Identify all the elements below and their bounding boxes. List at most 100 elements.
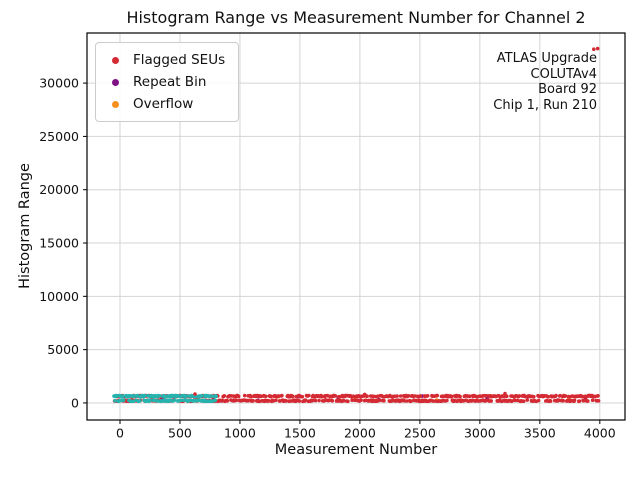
data-point	[263, 394, 268, 399]
data-point	[131, 399, 135, 404]
data-point	[395, 394, 399, 398]
x-tick-label: 4000	[584, 426, 616, 441]
data-point	[561, 398, 565, 403]
tick-marks-and-labels: 0 500 1000 1500 2000 2500 3000 3500 4000 0 5000 100…	[39, 76, 616, 441]
chart-title: Histogram Range vs Measurement Number fo…	[126, 8, 586, 27]
data-point	[173, 398, 177, 402]
data-point	[596, 394, 600, 398]
y-tick-label: 25000	[39, 129, 79, 144]
data-point	[234, 398, 239, 403]
data-point	[157, 394, 162, 398]
legend-item-flagged-seus: Flagged SEUs	[106, 49, 230, 71]
data-point	[359, 398, 363, 403]
annotation-line-3: Board 92	[538, 82, 597, 98]
data-point	[121, 398, 126, 402]
data-point	[554, 393, 558, 398]
data-point	[404, 399, 409, 403]
y-tick-label: 30000	[39, 76, 79, 91]
x-tick-label: 2000	[344, 426, 376, 441]
data-point	[184, 394, 189, 398]
data-point	[297, 399, 302, 403]
data-point	[398, 394, 403, 398]
data-point	[521, 399, 526, 404]
y-tick-label: 10000	[39, 289, 79, 304]
x-tick-label: 3500	[524, 426, 556, 441]
data-point	[317, 398, 321, 403]
data-point	[208, 394, 213, 398]
legend-item-repeat-bin: Repeat Bin	[106, 71, 230, 93]
data-point	[377, 398, 382, 403]
data-point	[449, 394, 454, 399]
data-point	[242, 393, 247, 398]
data-point	[532, 394, 536, 399]
data-point	[180, 398, 185, 403]
overflow-marker-icon	[112, 100, 119, 108]
plot-border	[86, 32, 626, 421]
data-point	[548, 399, 553, 403]
data-point	[577, 399, 582, 403]
data-point	[269, 394, 273, 399]
data-point	[307, 393, 311, 398]
data-point	[362, 392, 367, 397]
data-point	[409, 399, 413, 404]
data-point	[590, 398, 595, 403]
data-point	[525, 398, 529, 402]
data-point	[458, 394, 462, 399]
data-point	[284, 399, 288, 403]
data-point	[418, 394, 423, 398]
data-point	[596, 399, 601, 403]
y-tick-label: 0	[71, 395, 79, 410]
series-4	[193, 46, 600, 399]
x-tick-label: 1500	[284, 426, 316, 441]
data-point	[467, 394, 472, 399]
y-tick-label: 15000	[39, 236, 79, 251]
annotation-block: ATLAS Upgrade COLUTAv4 Board 92 Chip 1, …	[493, 51, 597, 114]
y-axis-label: Histogram Range	[17, 163, 33, 289]
data-point	[303, 398, 308, 402]
data-point	[572, 398, 577, 403]
data-point	[592, 47, 596, 51]
data-point	[341, 398, 346, 403]
legend-label-overflow: Overflow	[133, 96, 194, 112]
data-point	[445, 398, 449, 403]
data-point	[200, 394, 204, 398]
annotation-line-1: ATLAS Upgrade	[496, 51, 597, 66]
data-point	[142, 393, 147, 398]
y-tick-label: 5000	[47, 342, 79, 357]
data-point	[333, 394, 338, 398]
x-tick-label: 500	[168, 426, 192, 441]
data-point	[563, 394, 568, 398]
data-point	[595, 46, 600, 51]
data-point	[121, 394, 125, 398]
data-point	[517, 394, 522, 398]
x-tick-label: 0	[116, 426, 124, 441]
repeat-bin-marker-icon	[112, 78, 119, 86]
data-point	[280, 393, 284, 398]
legend-item-overflow: Overflow	[106, 93, 230, 115]
x-tick-label: 2500	[404, 426, 436, 441]
data-point	[113, 399, 117, 403]
data-point	[546, 395, 550, 399]
data-point	[346, 399, 350, 404]
data-point	[214, 394, 218, 399]
data-point	[236, 394, 241, 399]
data-point	[148, 398, 152, 403]
data-point	[274, 398, 278, 403]
annotation-line-4: Chip 1, Run 210	[493, 98, 597, 114]
data-point	[578, 394, 582, 399]
gridlines	[87, 33, 625, 420]
data-point	[503, 391, 507, 396]
x-axis-label: Measurement Number	[274, 442, 438, 458]
data-point	[330, 399, 335, 403]
data-point	[505, 394, 509, 399]
data-point	[225, 399, 230, 403]
y-tick-label: 20000	[39, 182, 79, 197]
data-point	[536, 398, 541, 403]
data-point	[586, 399, 590, 403]
data-point	[382, 398, 386, 403]
legend-label-repeat-bin: Repeat Bin	[133, 74, 207, 90]
data-point	[138, 399, 142, 403]
data-point	[251, 399, 255, 403]
annotation-line-2: COLUTAv4	[530, 66, 597, 82]
